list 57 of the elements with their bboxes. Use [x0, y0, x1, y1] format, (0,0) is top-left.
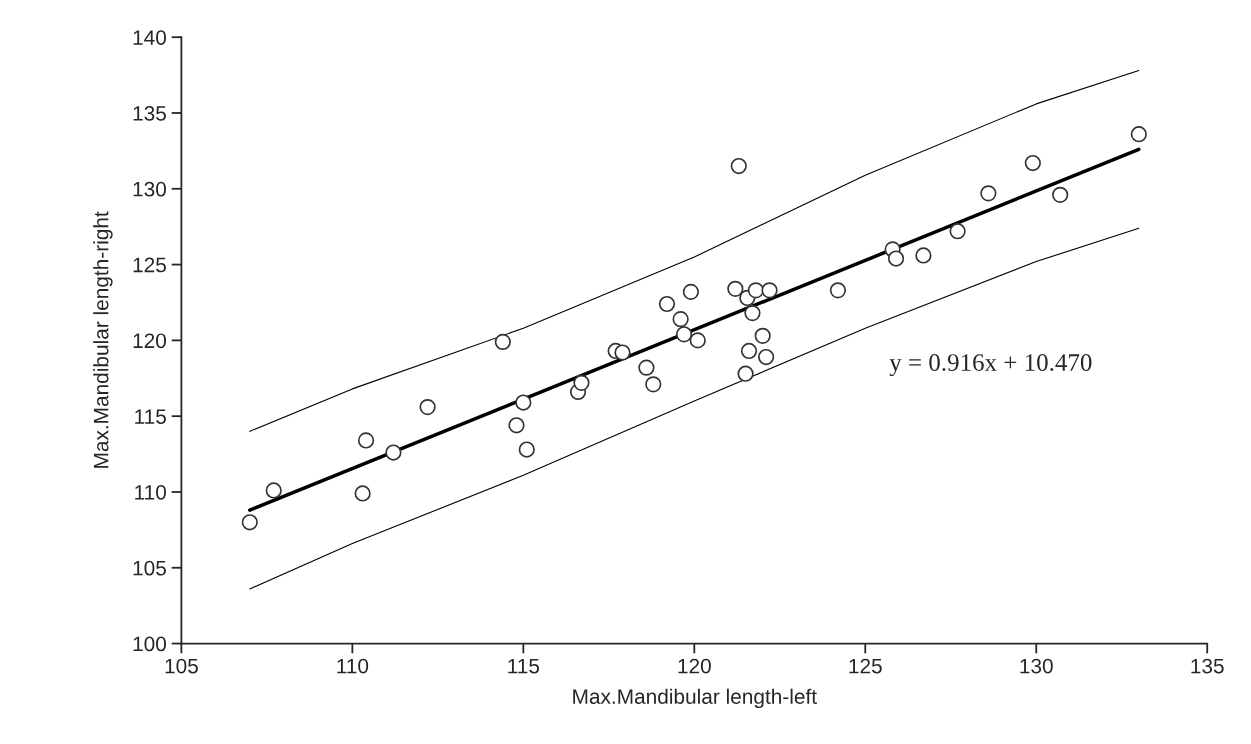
x-tick-label: 110	[337, 658, 369, 674]
y-tick-label: 130	[133, 181, 166, 197]
x-tick-label: 120	[678, 658, 711, 674]
point	[980, 185, 997, 202]
y-tick-label: 135	[133, 106, 166, 121]
point	[658, 295, 676, 313]
x-tick-label: 105	[165, 658, 198, 674]
point	[675, 326, 693, 343]
line-series	[249, 69, 1140, 432]
y-tick-label: 115	[135, 409, 166, 424]
x-tick-label: 130	[1020, 658, 1053, 674]
x-tick-label: 135	[1191, 658, 1224, 674]
point	[747, 282, 764, 299]
point	[761, 282, 778, 299]
point	[754, 327, 771, 344]
y-axis-title: Max.Mandibular length-right	[93, 211, 113, 468]
point	[508, 417, 525, 434]
point	[265, 482, 282, 499]
point	[672, 311, 689, 328]
x-tick-label: 125	[849, 658, 882, 674]
point	[737, 365, 754, 382]
x-tick-label: 115	[508, 658, 540, 674]
point	[645, 376, 662, 393]
y-tick-label: 125	[133, 257, 166, 273]
line-series	[249, 227, 1140, 590]
point	[241, 514, 258, 531]
y-tick-label: 105	[133, 560, 166, 576]
point	[887, 250, 905, 267]
point	[744, 304, 761, 322]
point	[1130, 126, 1147, 143]
point	[354, 485, 371, 502]
point	[1024, 154, 1041, 172]
point	[638, 359, 655, 376]
point	[494, 333, 511, 351]
point	[614, 344, 631, 361]
point	[1052, 186, 1069, 203]
point	[385, 444, 402, 461]
point	[829, 282, 847, 299]
y-tick-label: 110	[135, 484, 166, 500]
point	[518, 441, 535, 458]
point	[740, 342, 758, 360]
point	[357, 432, 375, 449]
point	[757, 348, 775, 366]
point	[682, 283, 700, 300]
y-tick-label: 100	[133, 636, 166, 652]
point	[689, 332, 706, 349]
point	[949, 223, 966, 240]
point	[573, 374, 590, 391]
y-tick-label: 140	[133, 30, 166, 45]
point	[730, 157, 747, 175]
point	[915, 247, 932, 264]
y-tick-label: 120	[133, 333, 166, 349]
x-axis-title: Max.Mandibular length-left	[573, 688, 817, 709]
annotation: y = 0.916x + 10.470	[889, 354, 1092, 377]
point	[515, 394, 532, 411]
point	[727, 280, 744, 297]
point	[419, 398, 436, 416]
